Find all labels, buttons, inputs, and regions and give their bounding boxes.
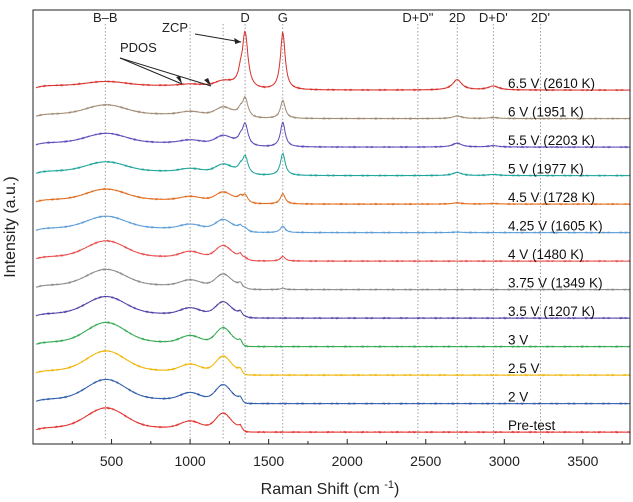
series-line xyxy=(36,351,630,376)
series-label: Pre-test xyxy=(508,418,556,433)
peak-label: D+D" xyxy=(402,10,433,25)
x-tick-label: 3000 xyxy=(489,453,520,469)
series-label: 6.5 V (2610 K) xyxy=(508,76,595,91)
x-tick-label: 2000 xyxy=(332,453,363,469)
x-tick-label: 1500 xyxy=(253,453,284,469)
x-tick-label: 500 xyxy=(100,453,124,469)
peak-label: G xyxy=(278,10,288,25)
series-line xyxy=(36,322,630,347)
series-label: 4.25 V (1605 K) xyxy=(508,219,603,234)
series-label: 3 V xyxy=(508,333,528,348)
series-label: 4 V (1480 K) xyxy=(508,247,584,262)
pdos-arrow xyxy=(120,58,211,86)
series-labels: Pre-test 2 V 2.5 V 3 V 3.5 V (1207 K) 3.75 V … xyxy=(508,76,603,433)
series-label: 2 V xyxy=(508,390,528,405)
zcp-label: ZCP xyxy=(162,20,188,35)
peak-label: 2D xyxy=(449,10,466,25)
series-label: 4.5 V (1728 K) xyxy=(508,190,595,205)
series-label: 5.5 V (2203 K) xyxy=(508,133,595,148)
peak-label: B–B xyxy=(93,10,118,25)
pdos-arrow xyxy=(120,58,182,84)
series-line xyxy=(36,379,630,404)
series-label: 2.5 V xyxy=(508,361,540,376)
x-axis-title: Raman Shift (cm -1) xyxy=(261,479,400,498)
x-tick-label: 1000 xyxy=(175,453,206,469)
series-label: 3.5 V (1207 K) xyxy=(508,304,595,319)
series-label: 5 V (1977 K) xyxy=(508,162,584,177)
zcp-arrow xyxy=(195,34,241,42)
zcp-arrowhead xyxy=(234,38,241,44)
pdos-label: PDOS xyxy=(120,40,157,55)
series-label: 6 V (1951 K) xyxy=(508,105,584,120)
peak-label: D+D' xyxy=(479,10,508,25)
series-label: 3.75 V (1349 K) xyxy=(508,276,603,291)
y-axis-title: Intensity (a.u.) xyxy=(2,176,19,277)
raman-chart: 500 1000 1500 2000 2500 3000 3500 B–B D G D+D" 2D D… xyxy=(0,0,633,502)
x-tick-label: 2500 xyxy=(410,453,441,469)
peak-label: D xyxy=(240,10,249,25)
peak-label: 2D' xyxy=(531,10,550,25)
x-tick-label: 3500 xyxy=(567,453,598,469)
